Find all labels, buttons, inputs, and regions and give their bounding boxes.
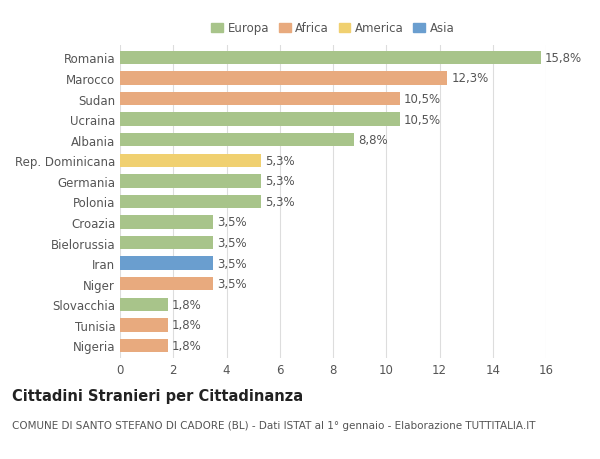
Text: 5,3%: 5,3%	[265, 196, 295, 208]
Text: COMUNE DI SANTO STEFANO DI CADORE (BL) - Dati ISTAT al 1° gennaio - Elaborazione: COMUNE DI SANTO STEFANO DI CADORE (BL) -…	[12, 420, 536, 430]
Text: 8,8%: 8,8%	[358, 134, 388, 147]
Text: 12,3%: 12,3%	[451, 72, 489, 85]
Bar	[120, 195, 261, 209]
Text: Cittadini Stranieri per Cittadinanza: Cittadini Stranieri per Cittadinanza	[12, 388, 303, 403]
Bar	[120, 216, 213, 229]
Bar	[120, 154, 261, 168]
Text: 1,8%: 1,8%	[172, 339, 202, 352]
Text: 10,5%: 10,5%	[404, 93, 440, 106]
Text: 15,8%: 15,8%	[545, 52, 582, 65]
Text: 3,5%: 3,5%	[217, 216, 247, 229]
Bar	[120, 72, 448, 85]
Text: 3,5%: 3,5%	[217, 278, 247, 291]
Text: 10,5%: 10,5%	[404, 113, 440, 126]
Text: 5,3%: 5,3%	[265, 175, 295, 188]
Bar	[120, 51, 541, 65]
Text: 5,3%: 5,3%	[265, 154, 295, 168]
Text: 3,5%: 3,5%	[217, 236, 247, 250]
Bar	[120, 175, 261, 188]
Text: 3,5%: 3,5%	[217, 257, 247, 270]
Bar	[120, 277, 213, 291]
Bar	[120, 257, 213, 270]
Bar	[120, 319, 168, 332]
Text: 1,8%: 1,8%	[172, 298, 202, 311]
Bar	[120, 113, 400, 127]
Bar	[120, 134, 354, 147]
Bar	[120, 236, 213, 250]
Bar	[120, 93, 400, 106]
Bar	[120, 339, 168, 353]
Text: 1,8%: 1,8%	[172, 319, 202, 332]
Bar	[120, 298, 168, 311]
Legend: Europa, Africa, America, Asia: Europa, Africa, America, Asia	[206, 17, 460, 40]
